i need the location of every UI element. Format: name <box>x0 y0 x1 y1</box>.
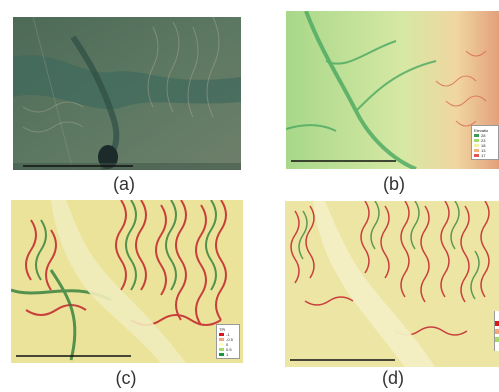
legend-entry: -0.5 <box>219 337 237 342</box>
satellite-map <box>13 17 241 170</box>
legend-entry: 0.5 <box>219 347 237 352</box>
elevation-legend: Elevatio 28 23 18 13 17 <box>471 125 499 160</box>
legend-entry: -1 <box>219 332 237 337</box>
legend-title: TPI <box>219 327 226 332</box>
index-map-c <box>11 200 243 363</box>
panel-d-index-map <box>285 201 499 367</box>
legend-entry: 0 <box>219 342 237 347</box>
tpi-legend: TPI -1 -0.5 0 0.5 1 <box>216 324 240 359</box>
dem-map <box>286 11 499 169</box>
legend-entry: 13 <box>474 148 496 153</box>
panel-b-elevation-map: Elevatio 28 23 18 13 17 <box>286 11 499 169</box>
legend-entry: 17 <box>474 153 496 158</box>
legend-entry: 1 <box>219 352 237 357</box>
panel-c-index-map: TPI -1 -0.5 0 0.5 1 <box>11 200 243 363</box>
panel-b-caption: (b) <box>383 174 405 194</box>
panel-a-satellite-image <box>13 17 241 170</box>
panel-a-caption: (a) <box>113 174 135 194</box>
panel-d-caption: (d) <box>382 368 404 388</box>
index-map-d <box>285 201 499 367</box>
legend-fragment <box>494 311 499 351</box>
panel-c-caption: (c) <box>115 368 137 388</box>
legend-entry: 18 <box>474 143 496 148</box>
legend-entry: 23 <box>474 138 496 143</box>
legend-title: Elevatio <box>474 128 489 133</box>
legend-entry: 28 <box>474 133 496 138</box>
